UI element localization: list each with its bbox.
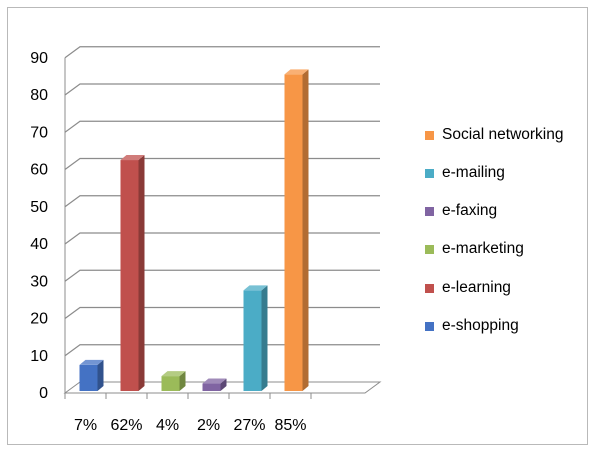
y-tick-label: 80 (30, 87, 48, 104)
legend-label: e-shopping (442, 317, 519, 334)
y-tick-label: 90 (30, 50, 48, 67)
x-tick-label: 85% (274, 417, 306, 434)
legend-item: e-faxing (425, 201, 497, 221)
bar-top-e-faxing (202, 378, 227, 384)
legend-item: e-shopping (425, 316, 519, 336)
legend-item: e-mailing (425, 163, 505, 183)
bar-top-e-shopping (79, 359, 104, 365)
legend-swatch (425, 321, 434, 331)
gridline (64, 120, 380, 133)
legend-label: Social networking (442, 126, 564, 143)
gridline (64, 195, 380, 208)
bar-side-e-mailing (261, 285, 268, 391)
legend-swatch (425, 130, 434, 140)
bar-e-mailing (243, 290, 262, 391)
bar-top-e-learning (120, 155, 145, 161)
y-tick-label: 20 (30, 311, 48, 328)
legend-label: e-marketing (442, 240, 524, 257)
bar-side-e-learning (138, 155, 145, 391)
bar-side-e-marketing (179, 371, 186, 391)
bar-side-e-shopping (97, 359, 104, 391)
x-tick-label: 4% (156, 417, 179, 434)
y-tick-label: 0 (39, 385, 48, 402)
gridline (64, 269, 380, 282)
bar-e-learning (120, 160, 139, 391)
y-tick-label: 70 (30, 124, 48, 141)
gridline (64, 344, 380, 357)
y-tick-label: 30 (30, 273, 48, 290)
legend-label: e-mailing (442, 164, 505, 181)
legend-swatch (425, 283, 434, 293)
bar-e-marketing (161, 376, 180, 391)
legend-swatch (425, 206, 434, 216)
x-tick-label: 2% (197, 417, 220, 434)
x-tick-label: 27% (233, 417, 265, 434)
gridline (64, 306, 380, 319)
gridline (64, 232, 380, 245)
chart-floor (63, 381, 382, 394)
bar-e-shopping (79, 364, 98, 391)
gridline (64, 83, 380, 96)
x-tick-label: 62% (110, 417, 142, 434)
bar-side-social-networking (302, 69, 309, 391)
legend-swatch (425, 244, 434, 254)
y-tick-label: 50 (30, 199, 48, 216)
legend-swatch (425, 168, 434, 178)
legend-label: e-learning (442, 279, 511, 296)
y-tick-label: 10 (30, 348, 48, 365)
bar-top-e-mailing (243, 285, 268, 291)
x-tick-label: 7% (74, 417, 97, 434)
legend-label: e-faxing (442, 202, 498, 219)
bar-top-e-marketing (161, 371, 186, 377)
y-tick-label: 40 (30, 236, 48, 253)
legend-item: Social networking (425, 125, 563, 145)
y-tick-label: 60 (30, 162, 48, 179)
legend-item: e-learning (425, 278, 511, 298)
gridline (64, 157, 380, 170)
bar-e-faxing (202, 383, 221, 391)
bar-side-e-faxing (220, 378, 227, 391)
gridline (64, 46, 380, 59)
bar-top-social-networking (284, 69, 309, 75)
legend-item: e-marketing (425, 239, 524, 259)
bar-social-networking (284, 74, 303, 391)
